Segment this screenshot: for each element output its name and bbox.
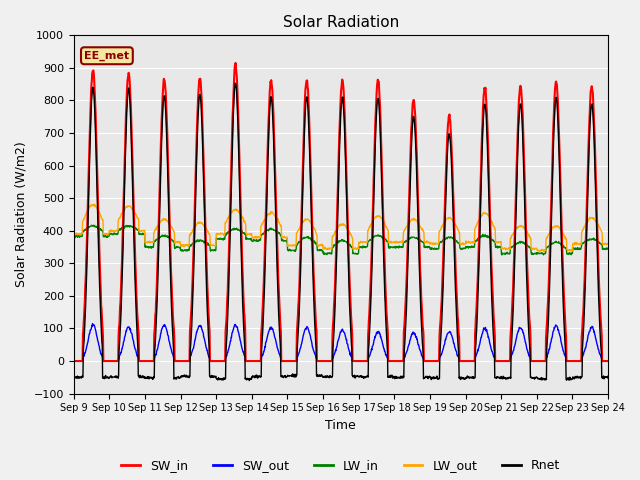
Rnet	[246, 378, 253, 384]
SW_in	[424, 358, 432, 364]
SW_out	[494, 358, 502, 364]
Text: EE_met: EE_met	[84, 50, 129, 61]
LW_out	[604, 240, 612, 246]
Line: LW_in: LW_in	[74, 225, 608, 255]
SW_out	[604, 358, 612, 364]
Rnet	[249, 373, 257, 379]
Rnet	[604, 375, 612, 381]
Rnet	[189, 303, 196, 309]
Rnet	[70, 374, 77, 380]
Line: SW_out: SW_out	[74, 324, 608, 361]
LW_in	[249, 239, 257, 244]
SW_out	[70, 358, 77, 364]
LW_in	[541, 251, 549, 256]
LW_out	[424, 240, 432, 245]
Line: Rnet: Rnet	[74, 83, 608, 381]
SW_out	[541, 358, 548, 364]
SW_out	[89, 321, 97, 326]
LW_in	[424, 245, 432, 251]
LW_out	[249, 235, 257, 241]
LW_in	[189, 240, 196, 246]
X-axis label: Time: Time	[326, 419, 356, 432]
LW_in	[498, 252, 506, 258]
LW_in	[70, 235, 77, 240]
SW_in	[70, 358, 77, 364]
Line: LW_out: LW_out	[74, 204, 608, 252]
SW_in	[189, 279, 196, 285]
LW_in	[494, 245, 502, 251]
SW_in	[232, 60, 239, 66]
Title: Solar Radiation: Solar Radiation	[283, 15, 399, 30]
SW_out	[424, 358, 432, 364]
SW_in	[541, 358, 548, 364]
Legend: SW_in, SW_out, LW_in, LW_out, Rnet: SW_in, SW_out, LW_in, LW_out, Rnet	[116, 454, 565, 477]
LW_out	[540, 249, 548, 254]
LW_out	[90, 202, 97, 207]
Line: SW_in: SW_in	[74, 63, 608, 361]
LW_out	[541, 248, 549, 253]
LW_out	[189, 227, 196, 233]
LW_in	[604, 246, 612, 252]
Rnet	[541, 377, 549, 383]
SW_in	[175, 358, 183, 364]
LW_out	[176, 240, 184, 245]
SW_in	[494, 358, 502, 364]
SW_in	[604, 358, 612, 364]
Rnet	[494, 375, 502, 381]
LW_in	[176, 244, 184, 250]
LW_out	[494, 239, 502, 244]
Rnet	[175, 375, 183, 381]
Rnet	[424, 374, 432, 380]
LW_in	[90, 222, 98, 228]
SW_out	[176, 358, 184, 364]
SW_in	[249, 358, 257, 364]
SW_out	[249, 358, 257, 364]
SW_out	[189, 347, 196, 352]
LW_out	[70, 231, 77, 237]
Rnet	[232, 80, 239, 86]
Y-axis label: Solar Radiation (W/m2): Solar Radiation (W/m2)	[15, 142, 28, 288]
